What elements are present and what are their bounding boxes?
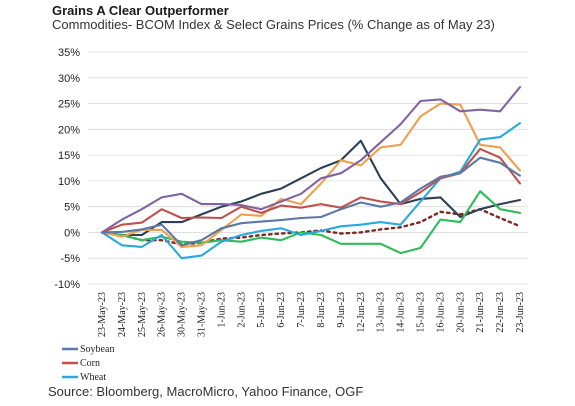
legend-label-corn: Corn [80, 358, 100, 369]
legend-label-wheat: Wheat [80, 372, 106, 383]
x-tick-label: 7-Jun-23 [296, 292, 307, 328]
series-line-oats [100, 86, 522, 234]
x-tick-label: 20-Jun-23 [455, 292, 466, 333]
x-tick-label: 23-Jun-23 [515, 292, 526, 333]
y-tick-label: -5% [60, 253, 80, 265]
chart-title: Grains A Clear Outperformer [52, 3, 229, 18]
x-tick-label: 31-May-23 [197, 292, 208, 337]
series-line-canola [100, 139, 522, 237]
y-tick-label: 15% [58, 150, 80, 162]
x-tick-label: 9-Jun-23 [336, 292, 347, 328]
series-line-wheat [100, 122, 522, 260]
y-tick-label: 20% [58, 124, 80, 136]
x-tick-label: 23-May-23 [97, 292, 108, 337]
x-tick-label: 2-Jun-23 [236, 292, 247, 328]
x-tick-label: 1-Jun-23 [216, 292, 227, 328]
y-tick-label: 30% [58, 73, 80, 85]
y-tick-label: 0% [64, 227, 80, 239]
x-tick-label: 22-Jun-23 [495, 292, 506, 333]
x-tick-label: 13-Jun-23 [376, 292, 387, 333]
series-line-soybean [100, 156, 522, 247]
x-tick-label: 16-Jun-23 [435, 292, 446, 333]
legend-label-soybean: Soybean [80, 344, 114, 355]
y-tick-label: 35% [58, 47, 80, 59]
y-tick-label: -10% [54, 279, 80, 291]
source-note: Source: Bloomberg, MacroMicro, Yahoo Fin… [48, 384, 364, 399]
x-tick-label: 30-May-23 [177, 292, 188, 337]
x-tick-label: 12-Jun-23 [356, 292, 367, 333]
chart-subtitle: Commodities- BCOM Index & Select Grains … [52, 17, 495, 32]
y-tick-label: 10% [58, 176, 80, 188]
x-tick-label: 15-Jun-23 [415, 292, 426, 333]
series-line-bcom [100, 207, 522, 246]
x-tick-label: 14-Jun-23 [396, 292, 407, 333]
x-tick-label: 21-Jun-23 [475, 292, 486, 333]
x-tick-label: 6-Jun-23 [276, 292, 287, 328]
x-tick-label: 5-Jun-23 [256, 292, 267, 328]
series-line-corn [100, 147, 522, 234]
x-tick-label: 26-May-23 [157, 292, 168, 337]
series-line-rice [100, 102, 522, 248]
y-tick-label: 25% [58, 99, 80, 111]
x-tick-label: 25-May-23 [137, 292, 148, 337]
x-tick-label: 24-May-23 [117, 292, 128, 337]
x-tick-label: 8-Jun-23 [316, 292, 327, 328]
y-tick-label: 5% [64, 202, 80, 214]
